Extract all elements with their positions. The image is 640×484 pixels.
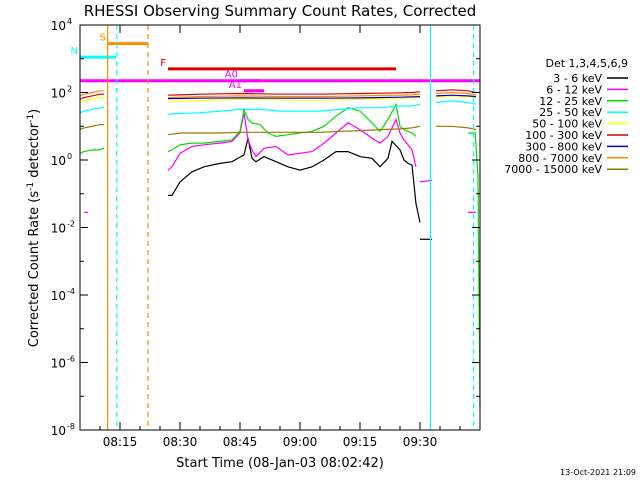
series-line-4 (79, 90, 104, 97)
series-line-24 (167, 125, 421, 136)
flag-label-2: F (160, 58, 166, 69)
series-line-22 (167, 96, 421, 100)
series-line-2 (79, 96, 104, 104)
x-tick-label-1: 08:30 (163, 435, 198, 449)
y-tick-label-2: 10 (51, 154, 66, 168)
plot-area (79, 89, 481, 407)
series-line-19 (435, 89, 477, 94)
series-line-15 (435, 100, 477, 105)
series-line-16 (167, 97, 421, 103)
y-tick-label-6: 10 (51, 424, 66, 438)
flag-label-5: A1 (229, 80, 242, 91)
legend-label-4: 50 - 100 keV (532, 118, 602, 131)
y-axis-label-sup2: -1 (26, 114, 36, 123)
series-line-9 (167, 112, 417, 171)
legend-label-3: 25 - 50 keV (539, 106, 602, 119)
y-tick-exponent-3: -2 (67, 220, 75, 229)
y-tick-label-1: 10 (51, 87, 66, 101)
series-line-3 (79, 93, 104, 100)
series-line-0 (79, 147, 105, 154)
legend-label-8: 7000 - 15000 keV (504, 163, 602, 176)
y-tick-exponent-6: -8 (67, 422, 75, 431)
legend-label-7: 800 - 7000 keV (518, 152, 602, 165)
legend-label-2: 12 - 25 keV (539, 95, 602, 108)
flag-label-0: S (100, 33, 106, 44)
y-tick-exponent-1: 2 (67, 85, 72, 94)
series-line-14 (167, 103, 421, 115)
legend-label-6: 300 - 800 keV (525, 140, 602, 153)
y-axis-label: Corrected Count Rate (s-1 detector-1) (26, 109, 42, 347)
y-tick-exponent-5: -6 (67, 355, 75, 364)
y-axis-label-part2: detector (27, 122, 42, 182)
x-tick-label-3: 09:00 (283, 435, 318, 449)
series-line-13 (468, 132, 481, 407)
legend-title: Det 1,3,4,5,6,9 (545, 57, 628, 70)
x-axis-label: Start Time (08-Jan-03 08:02:42) (176, 456, 384, 471)
series-line-5 (79, 123, 104, 131)
chart-title: RHESSI Observing Summary Count Rates, Co… (84, 2, 477, 20)
y-tick-label-0: 10 (51, 19, 66, 33)
footer-timestamp: 13-Oct-2021 21:09 (560, 468, 636, 477)
series-line-25 (436, 125, 477, 131)
legend-label-0: 3 - 6 keV (553, 72, 602, 85)
flag-label-4: A0 (225, 70, 238, 81)
legend-label-1: 6 - 12 keV (546, 83, 602, 96)
series-line-21 (435, 91, 477, 96)
series-line-7 (168, 137, 421, 223)
legend-label-5: 100 - 300 keV (525, 129, 602, 142)
x-tick-label-0: 08:15 (103, 435, 138, 449)
series-line-1 (79, 107, 104, 114)
y-axis-label-part3: ) (27, 109, 42, 114)
y-tick-label-5: 10 (51, 357, 66, 371)
series-line-17 (435, 95, 477, 99)
y-axis-label-part1: Corrected Count Rate (s (27, 191, 42, 348)
y-tick-label-4: 10 (51, 289, 66, 303)
series-line-20 (167, 93, 421, 99)
y-tick-exponent-2: 0 (67, 152, 72, 161)
y-tick-exponent-0: 4 (67, 17, 72, 26)
x-tick-label-5: 09:30 (403, 435, 438, 449)
flag-label-1: N (71, 46, 78, 57)
y-tick-label-3: 10 (51, 222, 66, 236)
x-tick-label-4: 09:15 (343, 435, 378, 449)
x-tick-label-2: 08:45 (223, 435, 258, 449)
series-line-12 (167, 102, 417, 153)
series-line-18 (167, 91, 421, 96)
y-tick-exponent-4: -4 (67, 287, 75, 296)
y-axis-label-sup1: -1 (26, 182, 36, 191)
series-line-23 (435, 94, 477, 98)
